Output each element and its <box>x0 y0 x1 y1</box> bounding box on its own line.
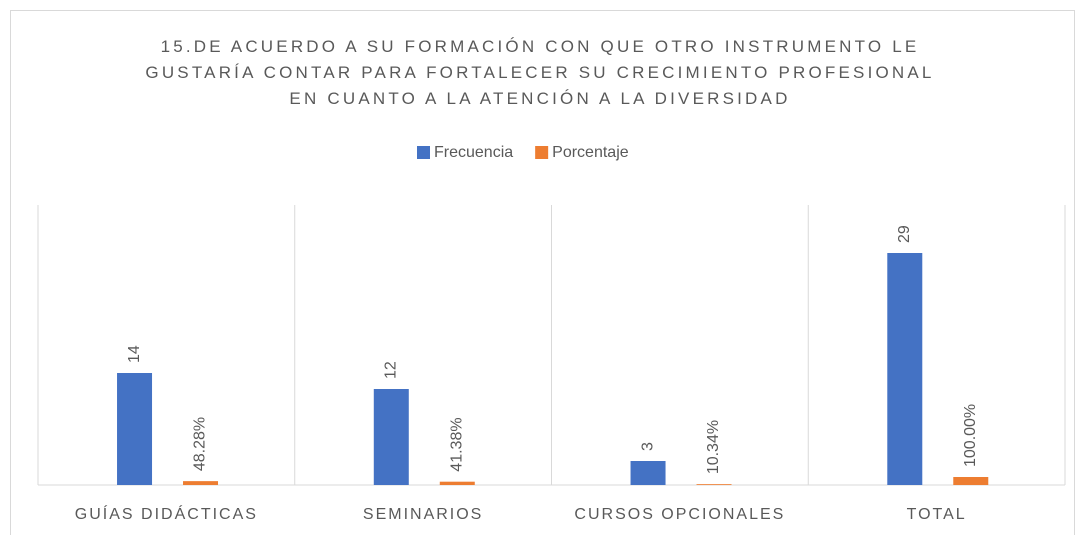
chart-title: 15.DE ACUERDO A SU FORMACIÓN CON QUE OTR… <box>145 37 935 108</box>
bar <box>953 477 989 485</box>
x-tick-label: SEMINARIOS <box>363 506 483 523</box>
data-label: 41.38% <box>448 417 465 471</box>
data-label: 12 <box>383 361 400 379</box>
legend-swatch <box>535 146 549 159</box>
data-label: 14 <box>126 345 143 363</box>
x-tick-label: CURSOS OPCIONALES <box>574 506 785 523</box>
x-tick-label: GUÍAS DIDÁCTICAS <box>75 504 258 523</box>
chart-border <box>10 10 1075 535</box>
legend-label: Frecuencia <box>434 144 513 161</box>
data-label: 48.28% <box>192 417 209 471</box>
data-label: 100.00% <box>962 404 979 467</box>
data-label: 29 <box>896 225 913 243</box>
data-label: 3 <box>639 442 656 451</box>
bar <box>696 484 732 485</box>
legend-label: Porcentaje <box>552 144 629 161</box>
bar <box>630 461 666 485</box>
legend-swatch <box>417 146 430 159</box>
x-tick-label: TOTAL <box>907 506 967 523</box>
bar <box>117 373 153 485</box>
data-label: 10.34% <box>705 420 722 474</box>
bar <box>887 253 923 485</box>
bar <box>373 389 409 485</box>
bar <box>439 481 475 485</box>
bar <box>183 481 219 485</box>
